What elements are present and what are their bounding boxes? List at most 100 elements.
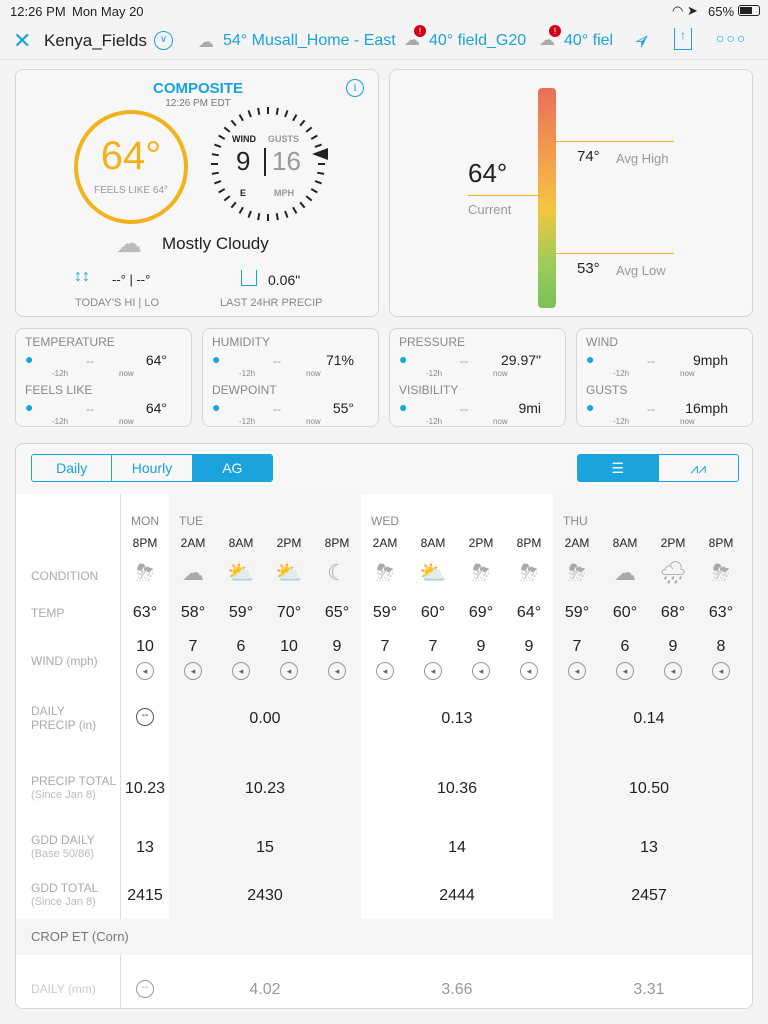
wind-direction-icon: ◂ [280, 662, 298, 680]
hi-lo-label: TODAY'S HI | LO [75, 297, 160, 309]
feels-like: FEELS LIKE 64° [93, 185, 169, 196]
cloud-icon: ☁ [198, 34, 214, 51]
wind-direction-icon: ◂ [664, 662, 682, 680]
station-1[interactable]: 54° Musall_Home - East [223, 32, 396, 49]
mostly-cloudy-icon: ☁ [116, 228, 142, 258]
tab-ag[interactable]: AG [192, 455, 272, 481]
tab-daily[interactable]: Daily [32, 455, 113, 481]
wind-direction-icon: ◂ [328, 662, 346, 680]
avg-high-label: Avg High [616, 151, 669, 166]
graph-view-icon[interactable]: ⩘⩘ [690, 459, 707, 476]
metric-label: GUSTS [586, 383, 628, 397]
metric-label: WIND [586, 335, 618, 349]
pressure-icon: ● [399, 351, 408, 367]
hi-lo-value: --° | --° [112, 272, 151, 287]
wind-value: 10 [280, 638, 298, 655]
day-label: THU [563, 514, 588, 528]
metric-value: 55° [332, 400, 354, 416]
hour-label: 8PM [132, 536, 158, 550]
battery-icon [738, 5, 760, 16]
wind-value: 9 [668, 638, 678, 655]
location-arrow-icon[interactable]: ➢ [629, 27, 657, 55]
hour-label: 8PM [516, 536, 542, 550]
wind-direction-icon: ◂ [424, 662, 442, 680]
wind-value: 7 [380, 638, 390, 655]
metric-card: TEMPERATURE ● -- 64° -12h now FEELS LIKE … [15, 328, 192, 427]
wind-direction-icon: ◂ [184, 662, 202, 680]
metric-label: PRESSURE [399, 335, 466, 349]
status-date: Mon May 20 [72, 4, 144, 19]
storm-day-icon: ⛈ [472, 560, 490, 585]
wind-direction-icon: ◂ [472, 662, 490, 680]
forecast-panel: Daily Hourly AG ☰ ⩘⩘ CONDITION TEMP WIND (… [15, 443, 753, 1009]
metric-value: 64° [145, 400, 167, 416]
row-label: WIND (mph) [31, 654, 98, 668]
hour-label: 2AM [180, 536, 206, 550]
wind-value: 10 [136, 638, 154, 655]
wind-compass [211, 107, 328, 221]
view-tabs: Daily Hourly AG [31, 454, 273, 482]
storm-night-icon: ⛈ [136, 560, 154, 585]
no-data-icon: -- [136, 708, 154, 726]
temp-value: 63° [132, 604, 158, 621]
station-3[interactable]: 40° fiel [564, 32, 614, 49]
day-label: MON [131, 514, 159, 528]
day-band [361, 494, 553, 919]
rain-alert-icon: ☁! [404, 25, 426, 50]
mostly-cloudy-day-icon: ⛅ [275, 560, 303, 585]
wind-value: 7 [572, 638, 582, 655]
precip-label: LAST 24HR PRECIP [220, 297, 323, 309]
composite-card: COMPOSITE 12:26 PM EDT i 64° FEELS LIKE … [15, 69, 379, 317]
location-title[interactable]: Kenya_Fields [44, 31, 148, 50]
avg-high: 74° [577, 148, 600, 165]
day-band [169, 494, 361, 919]
avg-low-label: Avg Low [616, 263, 666, 278]
avg-low: 53° [577, 260, 600, 277]
list-view-icon[interactable]: ☰ [578, 455, 659, 481]
row-label: DAILY PRECIP (in) [31, 704, 97, 732]
gust-speed: 16 [272, 146, 301, 176]
metric-label: HUMIDITY [212, 335, 270, 349]
metric-value: 29.97" [500, 352, 541, 368]
temp-value: 68° [660, 604, 686, 621]
temp-ring: 64° FEELS LIKE 64° [74, 110, 188, 224]
share-icon[interactable]: ↑ [674, 28, 692, 50]
composite-time: 12:26 PM EDT [165, 98, 231, 109]
wind-icon: ● [586, 351, 595, 367]
wind-value: 9 [524, 638, 534, 655]
station-2[interactable]: 40° field_G20 [429, 32, 527, 49]
temp-range-card: 64° Current 74° Avg High 53° Avg Low [389, 69, 753, 317]
day-label: TUE [179, 514, 203, 528]
wind-direction-icon: ◂ [520, 662, 538, 680]
cloudy-icon: ☁ [182, 560, 204, 585]
temp-value: 60° [420, 604, 446, 621]
status-bar: 12:26 PM Mon May 20 ◠ ➤ 65% [0, 0, 768, 22]
metric-value: 16mph [685, 400, 728, 416]
temp-range-bar [538, 88, 556, 308]
wind-speed: 9 [236, 146, 251, 176]
temp-value: 59° [372, 604, 398, 621]
row-label: CONDITION [31, 569, 99, 583]
hour-label: 8AM [612, 536, 638, 550]
mostly-cloudy-day-icon: ⛅ [419, 560, 447, 585]
composite-title: COMPOSITE [152, 80, 243, 97]
display-toggle: ☰ ⩘⩘ [577, 454, 739, 482]
hand-icon: ● [25, 399, 34, 415]
day-band [553, 494, 745, 919]
temp-value: 59° [228, 604, 254, 621]
tab-hourly[interactable]: Hourly [112, 455, 193, 481]
precip-value: 0.06" [268, 272, 301, 288]
wind-direction-icon: ◂ [568, 662, 586, 680]
hour-label: 8PM [324, 536, 350, 550]
chevron-down-icon[interactable]: ∨ [154, 31, 173, 50]
status-time: 12:26 PM [10, 4, 66, 19]
temp-value: 63° [708, 604, 734, 621]
close-icon[interactable]: ✕ [13, 28, 32, 53]
day-label: WED [371, 514, 399, 528]
current-temp: 64° [100, 134, 162, 178]
storm-night-icon: ⛈ [712, 560, 730, 585]
more-icon[interactable]: ○○○ [716, 30, 748, 46]
info-icon[interactable]: i [346, 79, 364, 97]
wind-direction-icon: ◂ [232, 662, 250, 680]
eye-icon: ● [399, 399, 408, 415]
